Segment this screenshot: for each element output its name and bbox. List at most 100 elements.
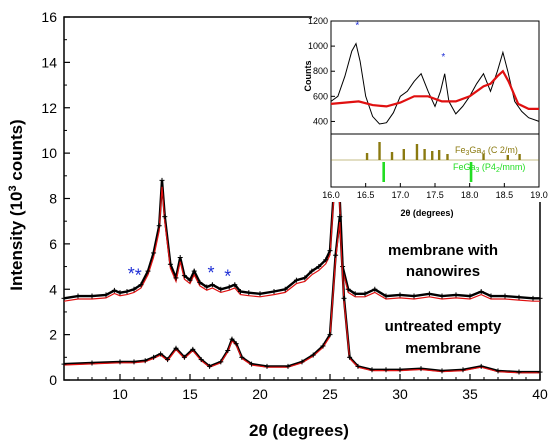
main-data-point [159, 177, 165, 183]
main-data-point [285, 363, 291, 369]
main-data-point [495, 368, 501, 374]
main-data-point [362, 291, 368, 297]
main-data-point [478, 289, 484, 295]
main-x-tick-label-4: 30 [392, 386, 408, 402]
main-data-point [516, 294, 522, 300]
main-data-point [173, 275, 179, 281]
main-data-point [75, 293, 81, 299]
main-data-point [320, 343, 326, 349]
main-data-point [264, 363, 270, 369]
main-data-point [537, 295, 543, 301]
main-data-point [411, 293, 417, 299]
main-data-point [207, 363, 213, 369]
main-data-point [502, 293, 508, 299]
main-data-point [516, 369, 522, 375]
main-x-tick-label-1: 15 [182, 386, 198, 402]
inset-y-tick-label-0: 400 [313, 116, 328, 126]
main-data-point [111, 287, 117, 293]
main-data-point [103, 292, 109, 298]
main-data-point [237, 289, 243, 295]
main-data-point [232, 282, 238, 288]
main-data-point [302, 275, 308, 281]
main-data-point [117, 290, 123, 296]
main-data-point [158, 351, 164, 357]
main-data-point [190, 346, 196, 352]
main-data-point [204, 284, 210, 290]
main-data-point [337, 214, 343, 220]
main-data-point [89, 293, 95, 299]
main-y-tick-label-1: 2 [49, 327, 57, 343]
main-data-point [191, 268, 197, 274]
main-observed-series-1 [63, 216, 540, 374]
main-data-point [198, 357, 204, 363]
main-data-point [453, 292, 459, 298]
main-data-point [131, 286, 137, 292]
main-data-point [439, 368, 445, 374]
main-data-point [142, 358, 148, 364]
main-data-point [156, 223, 162, 229]
main-data-point [372, 286, 378, 292]
main-data-point [226, 284, 232, 290]
inset-x-axis-ticks: 16.0 16.5 17.0 17.5 18.0 18.5 19.0 [322, 183, 548, 200]
main-data-point [173, 345, 179, 351]
inset-x-tick-label-5: 18.5 [496, 190, 514, 200]
main-data-point [165, 357, 171, 363]
main-data-point [341, 295, 347, 301]
main-data-point [327, 248, 333, 254]
main-data-point [145, 268, 151, 274]
impurity-star-0: * [128, 264, 135, 284]
main-fit-series-1 [63, 221, 540, 374]
inset-x-tick-label-3: 17.5 [426, 190, 444, 200]
main-x-tick-label-3: 25 [322, 386, 338, 402]
main-y-tick-label-4: 8 [49, 191, 57, 207]
main-data-point [309, 268, 315, 274]
inset-star-1: * [441, 52, 445, 63]
main-data-point [383, 293, 389, 299]
main-y-tick-label-5: 10 [41, 145, 57, 161]
main-data-point [209, 282, 215, 288]
main-data-point [426, 291, 432, 297]
main-data-point [467, 293, 473, 299]
inset-y-tick-label-4: 1200 [308, 16, 328, 26]
main-data-point [218, 359, 224, 365]
main-data-point [151, 354, 157, 360]
inset-x-tick-label-0: 16.0 [322, 190, 340, 200]
inset-impurity-stars: ** [355, 21, 445, 63]
main-data-point [316, 264, 322, 270]
main-data-point [383, 367, 389, 373]
impurity-star-3: * [224, 267, 231, 287]
main-data-point [162, 214, 168, 220]
main-data-point [397, 292, 403, 298]
main-data-point [239, 354, 245, 360]
main-data-point [418, 366, 424, 372]
impurity-star-1: * [135, 265, 142, 285]
main-x-tick-label-2: 20 [252, 386, 268, 402]
main-data-point [151, 250, 157, 256]
main-y-tick-label-8: 16 [41, 9, 57, 25]
main-data-point [177, 254, 183, 260]
main-data-point [310, 352, 316, 358]
inset-y-tick-label-2: 800 [313, 66, 328, 76]
main-fit-series-0 [63, 173, 540, 302]
inset-x-tick-label-2: 17.0 [392, 190, 410, 200]
inset-star-0: * [355, 21, 359, 32]
main-data-point [397, 367, 403, 373]
inset-series-group [330, 42, 540, 125]
inset-fit-line [330, 69, 539, 111]
inset-y-axis-title: Counts [303, 61, 313, 92]
inset-background [312, 10, 544, 202]
main-data-point [131, 359, 137, 365]
main-y-axis-title: Intensity (103 counts) [7, 119, 26, 290]
inset-reflections [331, 142, 539, 182]
main-data-point [138, 282, 144, 288]
main-data-point [293, 277, 299, 283]
main-data-point [299, 359, 305, 365]
main-x-axis-title: 2θ (degrees) [249, 421, 349, 440]
inset-observed-line [330, 42, 540, 125]
main-data-point [229, 336, 235, 342]
inset-legend-fega3: FeGa3 (P42/mnm) [453, 162, 525, 174]
main-data-point [233, 341, 239, 347]
annotation-membrane-nanowires-line2: nanowires [406, 263, 480, 280]
main-x-tick-label-6: 40 [532, 386, 548, 402]
